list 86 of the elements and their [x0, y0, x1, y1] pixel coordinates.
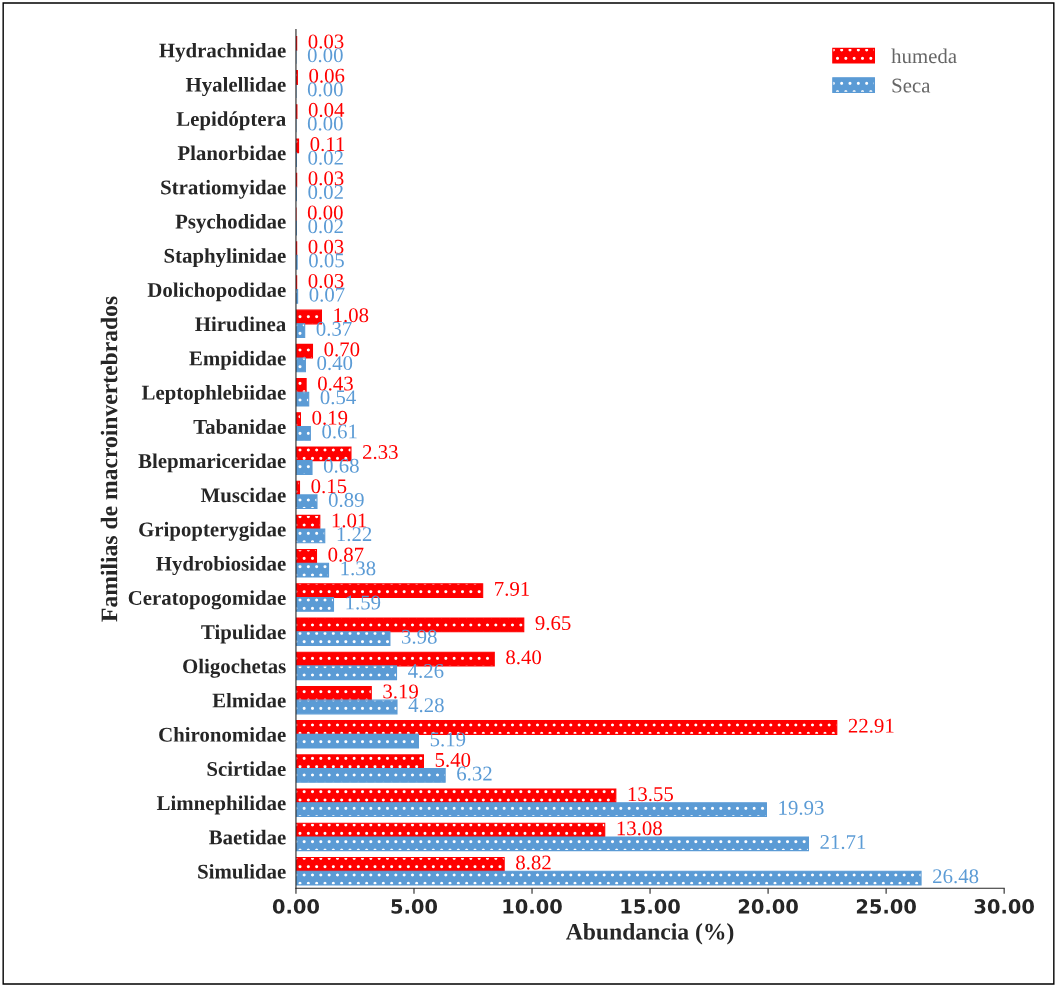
x-tick-label: 25.00 — [856, 899, 916, 914]
data-label: 0.11 — [310, 137, 345, 152]
y-tick-label: Leptophlebiidae — [141, 385, 286, 404]
y-tick-label: Ceratopogomidae — [128, 590, 286, 610]
y-tick-label: Stratiomyidae — [161, 179, 286, 199]
y-tick-label: Empididae — [189, 350, 286, 370]
data-label: 0.05 — [309, 253, 344, 268]
data-label: 8.40 — [506, 650, 542, 665]
x-tick-label: 5.00 — [391, 899, 438, 914]
data-label: 0.54 — [320, 390, 356, 405]
data-label: 0.19 — [312, 410, 348, 425]
y-tick-label: Staphylinidae — [164, 248, 286, 268]
data-label: 0.06 — [309, 68, 345, 83]
data-label: 0.37 — [316, 321, 352, 336]
x-tick-label: 30.00 — [974, 899, 1034, 914]
y-tick-label: Tipulidae — [201, 624, 286, 644]
data-label: 0.04 — [308, 102, 345, 118]
y-tick-label: Gripopterygidae — [139, 521, 286, 541]
data-label: 0.02 — [308, 219, 343, 234]
y-tick-label: Limnephilidae — [156, 795, 286, 815]
x-tick-label: 10.00 — [503, 899, 562, 914]
data-label: 1.59 — [346, 595, 381, 610]
y-tick-label: Muscidae — [200, 487, 286, 503]
data-label: 0.03 — [308, 239, 344, 254]
data-label: 0.40 — [317, 356, 353, 371]
y-tick-label: Elmidae — [212, 692, 286, 708]
y-tick-label: Baetidae — [209, 829, 286, 845]
x-tick-label: 0.00 — [272, 899, 320, 914]
y-tick-label: Oligochetas — [183, 658, 286, 678]
data-label: 0.03 — [308, 273, 344, 289]
y-tick-label: Simulidae — [198, 863, 286, 879]
data-label: 0.68 — [323, 458, 359, 473]
data-label: 26.48 — [933, 869, 979, 884]
y-tick-label: Tabanidae — [193, 419, 286, 434]
data-label: 0.02 — [308, 150, 343, 165]
data-label: 5.19 — [430, 732, 466, 747]
data-label: 0.03 — [308, 34, 344, 49]
data-label: 9.65 — [535, 616, 571, 631]
data-label: 1.01 — [332, 513, 367, 528]
y-tick-label: Hirudinea — [195, 316, 286, 332]
data-label: 0.15 — [311, 479, 347, 494]
y-tick-label: Lepidóptera — [176, 111, 286, 131]
data-label: 6.32 — [457, 766, 492, 781]
y-tick-label: Planorbidae — [177, 145, 286, 161]
data-label: 0.07 — [309, 287, 345, 302]
y-tick-label: Hydrobiosidae — [156, 556, 286, 576]
data-label: 19.93 — [779, 800, 824, 815]
data-label: 3.19 — [383, 684, 418, 699]
data-label: 1.08 — [334, 308, 369, 323]
data-label: 0.00 — [307, 116, 343, 131]
data-label: 0.00 — [307, 82, 343, 97]
y-tick-label: Hydrachnidae — [159, 42, 286, 62]
data-label: 2.33 — [362, 445, 398, 460]
data-label: 0.89 — [328, 492, 364, 508]
y-tick-label: Psychodidae — [175, 213, 286, 233]
y-tick-label: Scirtidae — [207, 761, 286, 776]
data-label: 0.87 — [328, 547, 364, 562]
data-label: 1.38 — [341, 561, 376, 576]
data-label: 0.61 — [322, 424, 357, 439]
y-tick-label: Hyalellidae — [185, 77, 286, 97]
data-label: 0.03 — [308, 171, 344, 186]
data-label: 5.40 — [435, 752, 471, 768]
x-tick-label: 20.00 — [738, 899, 798, 914]
data-label: 0.00 — [307, 48, 343, 63]
y-tick-label: Dolichopodidae — [147, 282, 286, 302]
x-tick-label: 15.00 — [621, 899, 680, 914]
data-label: 13.55 — [628, 787, 673, 802]
data-label: 4.28 — [408, 698, 444, 713]
data-label: 0.43 — [318, 376, 353, 391]
y-tick-label: Chironomidae — [159, 727, 286, 742]
y-axis-title: Familias de macroinvertebrados — [100, 296, 118, 622]
legend-label: humeda — [891, 48, 957, 64]
x-axis-title: Abundancia (%) — [565, 923, 734, 945]
data-label: 0.00 — [307, 205, 343, 220]
data-label: 22.91 — [848, 718, 894, 733]
data-label: 4.26 — [408, 663, 444, 679]
data-label: 1.22 — [337, 527, 372, 542]
legend-label: Seca — [892, 78, 931, 93]
y-tick-label: Blepmariceridae — [138, 453, 286, 473]
data-label: 21.71 — [820, 835, 866, 850]
data-label: 13.08 — [617, 821, 662, 836]
data-label: 8.82 — [516, 855, 551, 870]
data-label: 0.02 — [308, 184, 343, 200]
data-label: 0.70 — [324, 342, 360, 357]
data-label: 7.91 — [495, 581, 530, 596]
data-label: 3.98 — [402, 629, 437, 644]
